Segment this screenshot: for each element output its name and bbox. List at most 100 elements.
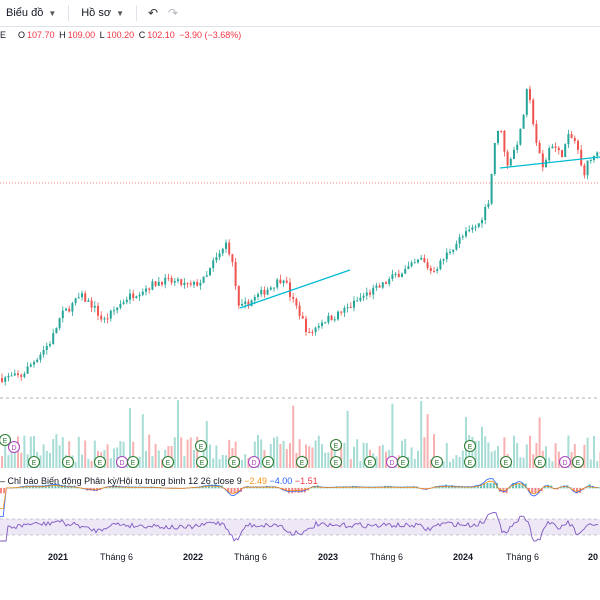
macd-histogram-bar <box>528 488 530 492</box>
volume-bar <box>458 456 461 468</box>
volume-bar <box>81 454 83 468</box>
candle-body <box>138 294 141 297</box>
macd-histogram-bar <box>51 484 54 489</box>
earnings-marker <box>93 455 107 469</box>
macd-histogram-bar <box>486 483 489 489</box>
event-marker-letter: E <box>334 460 339 467</box>
macd-collapse-icon[interactable]: – <box>0 476 6 486</box>
candle-body <box>580 149 583 166</box>
earnings-marker <box>396 455 410 469</box>
candle-body <box>225 242 227 249</box>
earnings-marker <box>194 439 208 453</box>
earnings-marker <box>363 455 377 469</box>
candle-body <box>369 292 371 295</box>
candle-body <box>145 288 147 292</box>
candle-body <box>253 296 256 301</box>
macd-histogram-bar <box>236 488 239 494</box>
volume-bar <box>461 450 464 468</box>
candle-body <box>71 303 74 312</box>
chevron-down-icon: ▼ <box>48 8 57 18</box>
redo-icon[interactable]: ↷ <box>167 6 179 20</box>
volume-bar <box>503 437 506 468</box>
candle-body <box>65 308 67 311</box>
volume-bar <box>423 437 426 468</box>
macd-histogram-bar <box>518 483 521 489</box>
candle-body <box>311 332 314 334</box>
volume-bar <box>58 445 61 468</box>
candle-body <box>423 257 426 263</box>
candle-body <box>586 160 589 176</box>
earnings-marker <box>27 455 41 469</box>
macd-histogram-bar <box>569 487 572 489</box>
event-marker-letter: E <box>66 460 71 467</box>
macd-histogram-bar <box>435 486 438 489</box>
ohlc-legend: E O 107.70 H 109.00 L 100.20 C 102.10 −3.90 (… <box>0 30 243 40</box>
volume-bar <box>68 441 71 468</box>
candle-body <box>545 160 547 168</box>
candle-body <box>541 153 544 168</box>
earnings-marker <box>195 455 209 469</box>
candle-body <box>548 148 551 161</box>
candle-body <box>426 262 429 269</box>
volume-bar <box>20 452 23 468</box>
candle-body <box>596 152 599 156</box>
volume-bar <box>593 436 595 468</box>
undo-icon[interactable]: ↶ <box>147 6 159 20</box>
candle-body <box>132 293 135 299</box>
chart-menu-button[interactable]: Biểu đồ ▼ <box>0 0 62 26</box>
volume-bar <box>532 454 535 468</box>
candle-body <box>154 281 157 286</box>
volume-bar <box>253 441 256 468</box>
candle-body <box>289 282 291 297</box>
candle-body <box>570 134 573 139</box>
candle-body <box>484 206 487 221</box>
volume-bar <box>109 458 112 468</box>
volume-bar <box>177 400 179 468</box>
candle-body <box>461 236 464 238</box>
candle-body <box>413 262 416 264</box>
toolbar-divider <box>68 5 70 21</box>
earnings-marker <box>430 455 444 469</box>
candle-body <box>109 310 112 319</box>
volume-bar <box>554 443 557 468</box>
volume-bar <box>474 441 477 468</box>
volume-bar <box>378 446 381 468</box>
volume-bar <box>522 457 525 468</box>
candle-body <box>551 146 554 149</box>
candle-body <box>522 114 525 129</box>
toolbar-divider <box>136 5 137 21</box>
macd-histogram-bar <box>464 486 466 489</box>
candle-body <box>116 307 119 311</box>
rsi-band <box>0 519 600 535</box>
candle-body <box>340 311 343 313</box>
volume-bar <box>426 414 429 468</box>
volume-bar <box>215 445 218 468</box>
signal-line <box>0 480 599 509</box>
event-marker-letter: E <box>98 460 103 467</box>
candles-layer <box>1 85 600 386</box>
volume-bar <box>570 451 573 468</box>
x-tick-label: 20 <box>588 552 599 562</box>
candle-body <box>429 268 432 271</box>
macd-histogram-bar <box>227 488 230 493</box>
volume-bar <box>404 438 407 468</box>
candle-body <box>125 299 128 303</box>
macd-histogram-bar <box>521 483 524 489</box>
candle-body <box>378 285 381 288</box>
trendline <box>239 269 351 309</box>
event-marker-letter: E <box>334 443 339 450</box>
candle-body <box>372 287 375 295</box>
event-marker-letter: E <box>266 460 271 467</box>
macd-label: Chỉ báo Biến động Phân kỳ/Hội tụ trung b… <box>7 476 186 486</box>
profile-menu-button[interactable]: Hồ sơ ▼ <box>75 0 130 26</box>
candle-body <box>321 322 323 326</box>
volume-bar <box>346 410 349 468</box>
x-tick-label: 2023 <box>318 552 339 562</box>
volume-bar <box>119 440 122 468</box>
macd-histogram-bar <box>233 488 236 494</box>
volume-bar <box>317 435 320 468</box>
price-chart[interactable]: EDE E E D E EEE E D E EEE E D E EEE E E D E <box>0 0 600 546</box>
volume-bar <box>586 437 589 468</box>
candle-body <box>487 203 490 207</box>
event-marker-letter: E <box>368 460 373 467</box>
